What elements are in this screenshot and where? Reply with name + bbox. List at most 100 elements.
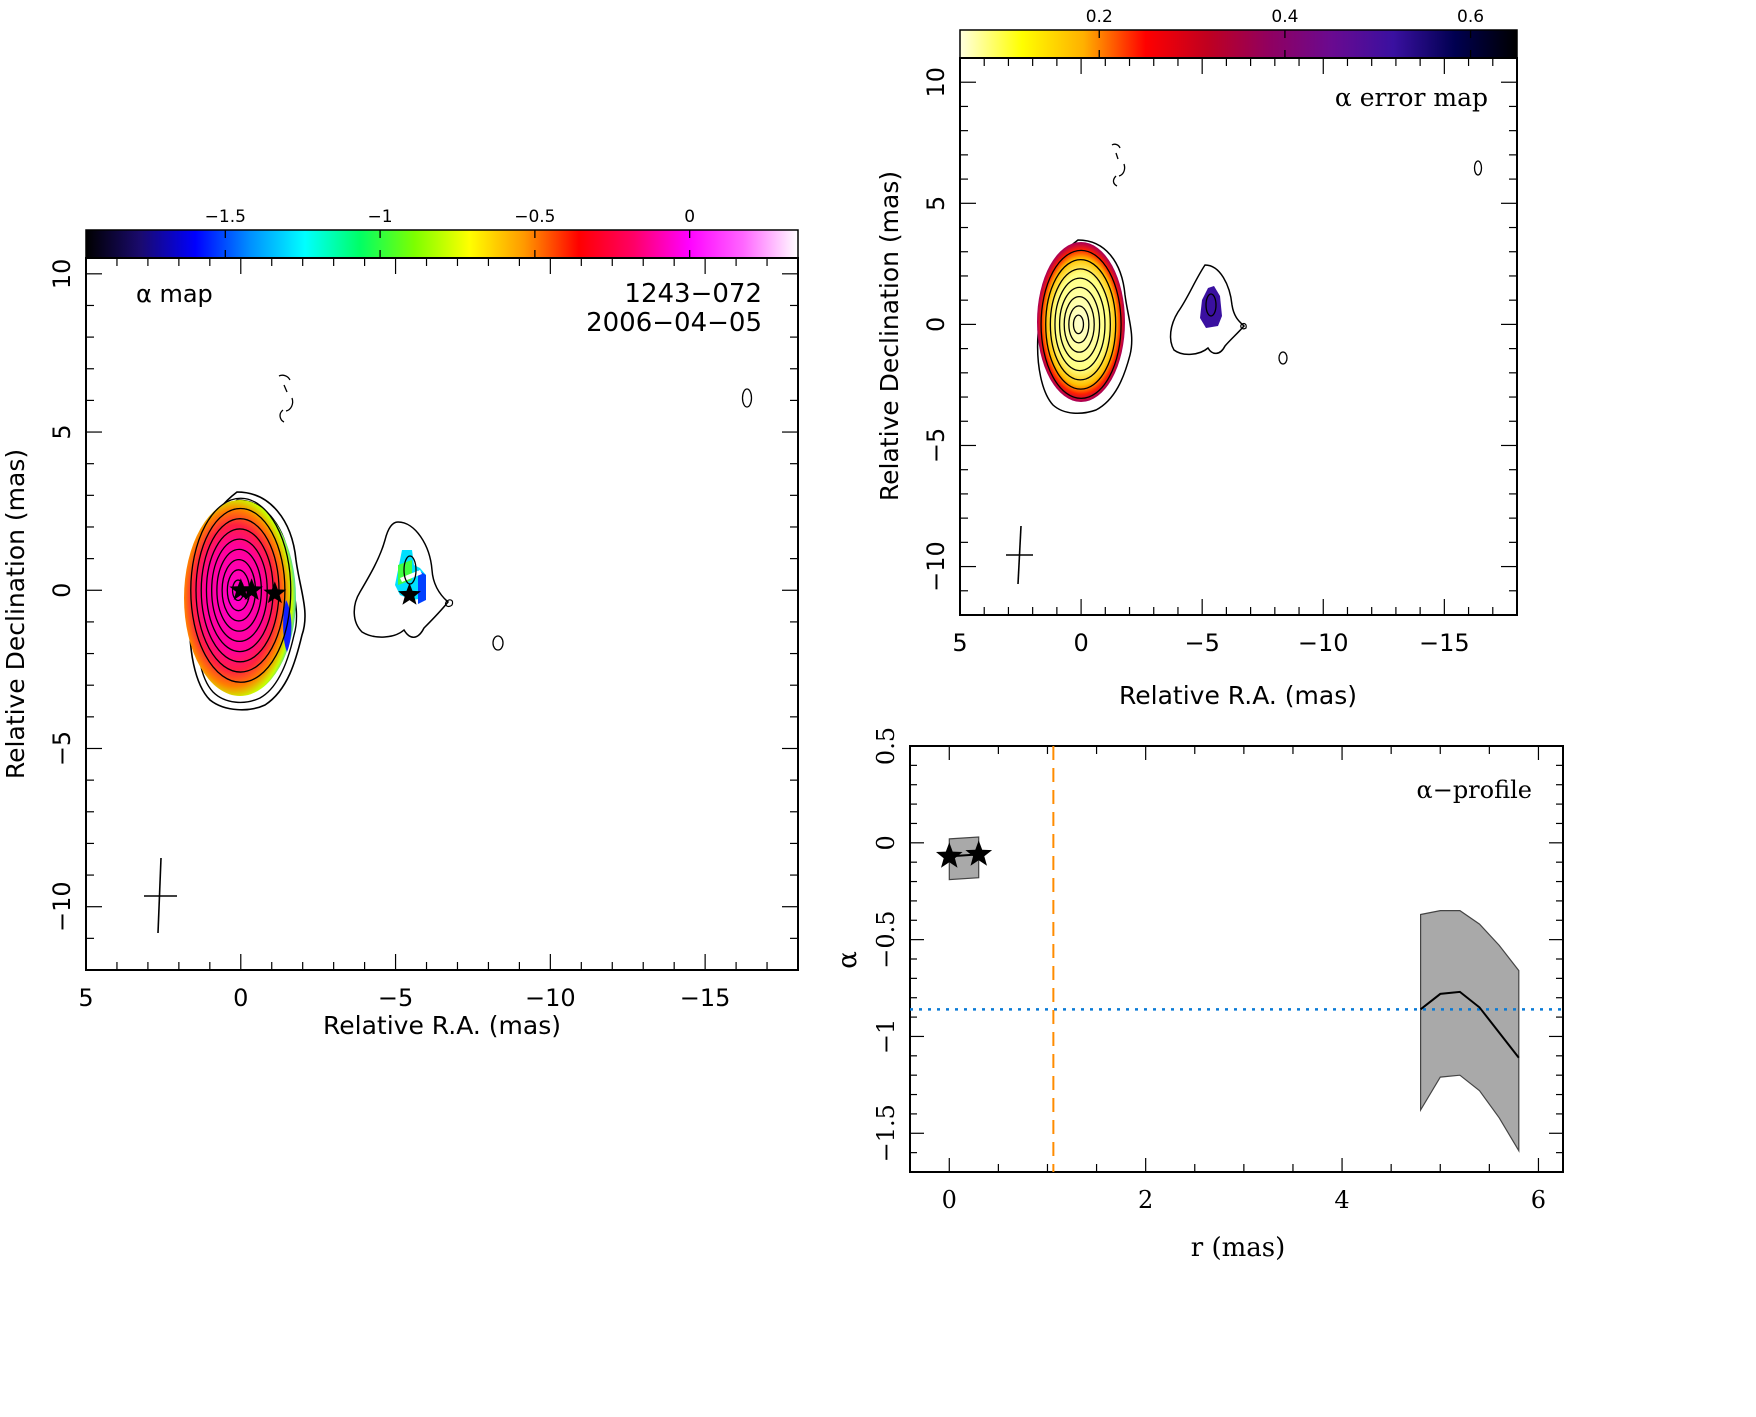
alpha-colorbar-tick-label: −0.5 xyxy=(514,207,555,227)
error-core-contour xyxy=(1054,277,1106,372)
jet-inner-contour xyxy=(403,555,417,585)
core-contour xyxy=(190,497,292,683)
error-colorbar-tick-label: 0.6 xyxy=(1457,7,1484,27)
error-colorbar-tick-label: 0.4 xyxy=(1271,7,1298,27)
error-jet-outer-contour xyxy=(1169,264,1246,356)
error-map-xtick-label: −15 xyxy=(1419,629,1470,657)
profile-xtick-label: 4 xyxy=(1334,1186,1349,1214)
profile-ytick-label: −1.5 xyxy=(872,1104,900,1162)
error-core-emission xyxy=(1036,239,1133,415)
error-map-ytick-label: −5 xyxy=(922,428,950,463)
alpha-map-ytick-label: −10 xyxy=(48,881,76,932)
isolated-contour-a xyxy=(492,635,504,651)
alpha-map-xtick-label: −10 xyxy=(525,984,576,1012)
error-map-xtick-label: −5 xyxy=(1184,629,1219,657)
profile-xtick-label: 0 xyxy=(942,1186,957,1214)
jet-alpha-band xyxy=(1420,910,1520,1153)
alpha-map-ytick-label: 5 xyxy=(48,424,76,439)
error-map-xtick-label: 0 xyxy=(1073,629,1088,657)
component-star xyxy=(398,583,421,605)
error-core-contour xyxy=(1049,268,1111,381)
error-isolated-contour-b xyxy=(1473,160,1483,176)
error-beam-cross xyxy=(1006,525,1033,585)
error-jet-purple-fill xyxy=(1200,286,1222,328)
alpha-map-ylabel: Relative Declination (mas) xyxy=(1,449,30,779)
profile-reference-lines xyxy=(910,746,1563,1172)
jet-small-contour xyxy=(444,599,454,608)
profile-axes: 0 2 4 6 0.5 0 −0.5 −1 −1.5 xyxy=(872,727,1563,1214)
negative-contour xyxy=(278,374,294,423)
error-map-ytick-label: 0 xyxy=(922,317,950,332)
profile-ytick-label: −1 xyxy=(872,1019,900,1054)
jet-outer-contour xyxy=(353,521,450,638)
alpha-map-title: α map xyxy=(136,280,213,308)
profile-error-bands xyxy=(948,836,1520,1153)
error-map-title: α error map xyxy=(1335,83,1488,112)
error-map-xtick-label: −10 xyxy=(1298,629,1349,657)
alpha-colorbar-tick-label: −1.5 xyxy=(205,207,246,227)
jet-alpha-line xyxy=(1419,990,1520,1059)
jet-emission xyxy=(353,521,454,638)
error-map-xtick-label: 5 xyxy=(952,629,967,657)
profile-ytick-label: 0 xyxy=(872,835,900,850)
alpha-map-xtick-label: −15 xyxy=(680,984,731,1012)
error-core-contour xyxy=(1072,314,1085,335)
isolated-contour-b xyxy=(741,388,753,408)
component-stars xyxy=(229,578,421,605)
component-star xyxy=(263,581,287,604)
alpha-map-xlabel: Relative R.A. (mas) xyxy=(323,1011,561,1040)
alpha-map-ytick-label: 10 xyxy=(48,259,76,290)
component-star xyxy=(240,578,263,600)
profile-star-markers xyxy=(936,840,993,868)
core-alpha-fill xyxy=(184,500,296,696)
jet-color-blue xyxy=(418,570,426,604)
alpha-map-xtick-label: −5 xyxy=(378,984,413,1012)
error-jet-emission xyxy=(1169,264,1247,356)
alpha-colorbar xyxy=(85,229,799,259)
error-colorbar xyxy=(959,29,1518,59)
error-colorbar-ticks: 0.2 0.4 0.6 xyxy=(1086,7,1484,58)
error-jet-inner-contour xyxy=(1205,293,1217,317)
source-name-label: 1243−072 xyxy=(624,279,762,309)
profile-title: α−profile xyxy=(1417,776,1533,804)
epoch-label: 2006−04−05 xyxy=(586,308,762,338)
error-map-ytick-label: 10 xyxy=(922,67,950,98)
error-colorbar-tick-label: 0.2 xyxy=(1086,7,1113,27)
alpha-map-xtick-label: 0 xyxy=(233,984,248,1012)
alpha-map-ytick-label: −5 xyxy=(48,731,76,766)
alpha-map-ytick-label: 0 xyxy=(48,583,76,598)
error-isolated-contour-a xyxy=(1278,351,1288,365)
error-core-contour xyxy=(1058,286,1101,363)
profile-xtick-label: 2 xyxy=(1138,1186,1153,1214)
error-map-xlabel: Relative R.A. (mas) xyxy=(1119,681,1357,710)
alpha-map-axes: 5 0 −5 −10 −15 10 5 0 −5 −10 xyxy=(48,258,799,1012)
profile-star xyxy=(936,842,963,868)
component-star xyxy=(229,578,253,600)
alpha-colorbar-tick-label: 0 xyxy=(684,207,695,227)
alpha-colorbar-tick-label: −1 xyxy=(368,207,393,227)
profile-xlabel: r (mas) xyxy=(1191,1233,1285,1263)
error-map-axes: 5 0 −5 −10 −15 10 5 0 −5 −10 xyxy=(922,57,1518,657)
error-core-contour xyxy=(1063,295,1095,353)
alpha-map-panel: −1.5 −1 −0.5 0 5 0 −5 −10 −15 10 5 0 −5 −10 xyxy=(1,207,799,1040)
error-core-contour xyxy=(1040,249,1122,400)
error-negative-contour xyxy=(1111,143,1126,187)
alpha-colorbar-ticks: −1.5 −1 −0.5 0 xyxy=(205,207,695,258)
error-core-contour xyxy=(1068,305,1090,344)
error-map-ytick-label: −10 xyxy=(922,541,950,592)
beam-cross xyxy=(144,857,177,934)
error-map-ylabel: Relative Declination (mas) xyxy=(875,171,904,501)
core-contour xyxy=(216,548,262,632)
profile-ytick-label: 0.5 xyxy=(872,727,900,765)
profile-star xyxy=(965,840,993,866)
profile-ytick-label: −0.5 xyxy=(872,910,900,968)
error-core-contour xyxy=(1045,258,1117,390)
profile-ylabel: α xyxy=(833,951,863,969)
alpha-map-xtick-label: 5 xyxy=(78,984,93,1012)
error-core-contour-set xyxy=(1040,249,1122,400)
alpha-error-panel: 0.2 0.4 0.6 5 0 −5 −10 −15 10 5 0 −5 −10 xyxy=(875,7,1518,710)
alpha-profile-panel: 0 2 4 6 0.5 0 −0.5 −1 −1.5 α−profile r (mas) α xyxy=(833,727,1564,1263)
core-alpha-band xyxy=(948,836,980,881)
error-map-ytick-label: 5 xyxy=(922,196,950,211)
